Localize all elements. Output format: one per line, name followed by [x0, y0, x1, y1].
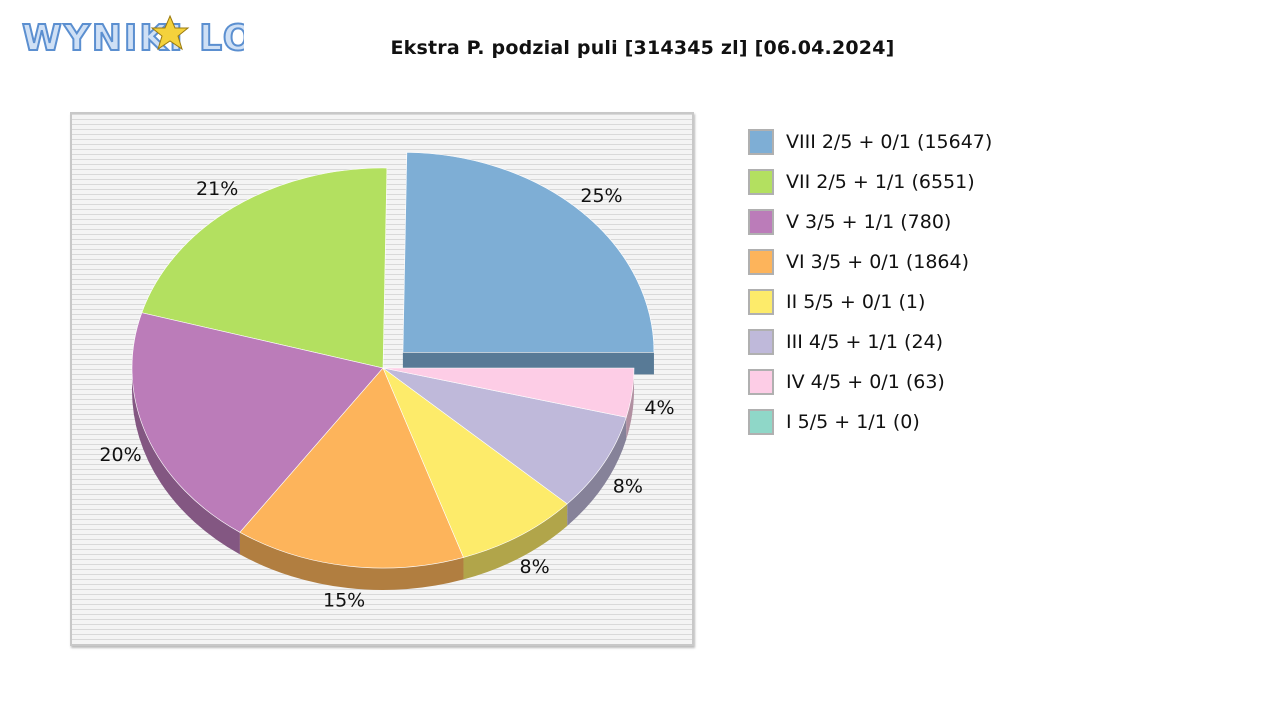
legend-item: VII 2/5 + 1/1 (6551): [748, 162, 992, 202]
legend-label: VII 2/5 + 1/1 (6551): [786, 171, 975, 193]
legend-swatch: [748, 209, 774, 235]
legend-item: V 3/5 + 1/1 (780): [748, 202, 992, 242]
legend-label: VIII 2/5 + 0/1 (15647): [786, 131, 993, 153]
chart-legend: VIII 2/5 + 0/1 (15647) VII 2/5 + 1/1 (655…: [748, 122, 992, 442]
legend-label: VI 3/5 + 0/1 (1864): [786, 251, 970, 273]
legend-item: III 4/5 + 1/1 (24): [748, 322, 992, 362]
legend-label: III 4/5 + 1/1 (24): [786, 331, 944, 353]
legend-swatch: [748, 329, 774, 355]
legend-swatch: [748, 289, 774, 315]
plot-area: [70, 112, 694, 646]
legend-label: I 5/5 + 1/1 (0): [786, 411, 920, 433]
legend-swatch: [748, 369, 774, 395]
legend-swatch: [748, 169, 774, 195]
chart-title: Ekstra P. podzial puli [314345 zl] [06.0…: [390, 37, 895, 59]
legend-label: V 3/5 + 1/1 (780): [786, 211, 952, 233]
legend-item: II 5/5 + 0/1 (1): [748, 282, 992, 322]
svg-text:WYNIKI LOTTO: WYNIKI LOTTO: [22, 18, 244, 58]
legend-swatch: [748, 249, 774, 275]
legend-label: II 5/5 + 0/1 (1): [786, 291, 926, 313]
legend-label: IV 4/5 + 0/1 (63): [786, 371, 945, 393]
legend-item: VIII 2/5 + 0/1 (15647): [748, 122, 992, 162]
wyniki-lotto-logo: WYNIKI LOTTO: [21, 14, 244, 58]
legend-swatch: [748, 129, 774, 155]
legend-swatch: [748, 409, 774, 435]
legend-item: VI 3/5 + 0/1 (1864): [748, 242, 992, 282]
legend-item: I 5/5 + 1/1 (0): [748, 402, 992, 442]
legend-item: IV 4/5 + 0/1 (63): [748, 362, 992, 402]
